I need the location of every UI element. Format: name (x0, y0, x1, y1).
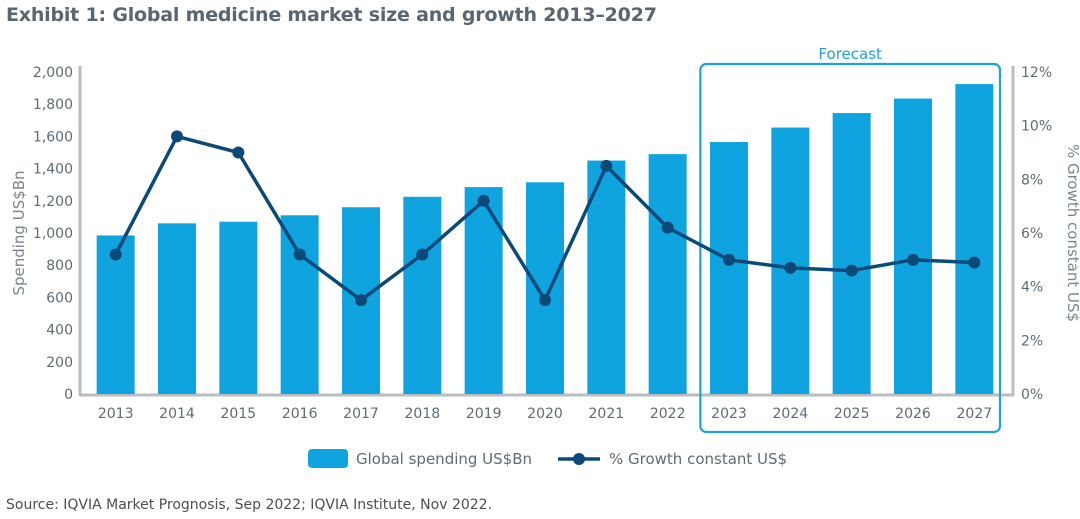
bar-2023 (710, 142, 748, 394)
y-right-tick-label: 8% (1021, 172, 1043, 188)
legend-line-label: % Growth constant US$ (609, 450, 787, 468)
y-right-tick-label: 0% (1021, 387, 1043, 403)
y-right-tick-label: 6% (1021, 226, 1043, 242)
x-axis-ticks: 2013 2014 2015 2016 2017 2018 2019 2020 2021 2022… (98, 406, 992, 422)
legend: Global spending US$Bn % Growth constant … (308, 449, 787, 468)
x-tick-label: 2013 (98, 406, 134, 422)
bar-2014 (158, 223, 196, 394)
y-left-tick-label: 600 (46, 290, 73, 306)
y-left-tick-label: 2,000 (33, 65, 73, 81)
chart-title: Exhibit 1: Global medicine market size a… (6, 4, 657, 26)
forecast-label: Forecast (818, 45, 882, 63)
x-tick-label: 2015 (221, 406, 257, 422)
x-tick-label: 2023 (711, 406, 747, 422)
x-tick-label: 2017 (343, 406, 379, 422)
growth-point-2016 (293, 248, 306, 261)
bar-2025 (832, 113, 871, 395)
forecast-box (699, 62, 1002, 434)
growth-point-2023 (723, 253, 735, 266)
growth-point-2024 (784, 261, 797, 274)
source-note: Source: IQVIA Market Prognosis, Sep 2022… (6, 497, 493, 513)
x-tick-label: 2019 (466, 406, 502, 422)
y-right-tick-label: 10% (1021, 119, 1052, 135)
y-left-tick-label: 1,800 (33, 97, 73, 113)
growth-point-2019 (477, 194, 490, 207)
x-tick-label: 2018 (405, 406, 441, 422)
y-left-tick-label: 1,200 (33, 194, 73, 210)
y-axis-left-title: Spending US$Bn (10, 170, 28, 295)
growth-point-2013 (109, 248, 122, 261)
x-tick-label: 2020 (527, 406, 563, 422)
legend-line-marker (573, 453, 585, 465)
growth-point-2021 (600, 159, 613, 172)
growth-point-2022 (661, 221, 674, 234)
y-left-tick-label: 0 (64, 387, 73, 403)
growth-point-2026 (907, 253, 919, 266)
bar-2027 (955, 84, 994, 394)
y-left-tick-label: 1,600 (33, 129, 73, 145)
y-right-tick-label: 4% (1021, 280, 1043, 296)
x-tick-label: 2024 (773, 406, 809, 422)
bar-2024 (771, 127, 810, 395)
bar-2026 (894, 98, 932, 394)
bar-2020 (526, 182, 564, 394)
x-tick-label: 2022 (650, 406, 686, 422)
growth-point-2027 (968, 256, 981, 269)
bar-2021 (587, 160, 626, 394)
y-right-tick-label: 2% (1021, 333, 1043, 349)
bar-2018 (403, 196, 442, 394)
y-left-tick-label: 400 (46, 323, 73, 339)
bar-2019 (464, 187, 503, 394)
x-tick-label: 2014 (159, 406, 195, 422)
y-axis-right-title: % Growth constant US$ (1064, 144, 1080, 322)
bar-2016 (280, 215, 319, 394)
x-tick-label: 2026 (895, 406, 931, 422)
y-left-tick-label: 1,400 (33, 162, 73, 178)
legend-bar-swatch (308, 449, 348, 468)
y-axis-left-ticks: 0 200 400 600 800 1,000 1,200 1,400 1,600 1,800 2,… (33, 65, 73, 403)
bar-2022 (648, 154, 687, 394)
line-series (109, 130, 981, 307)
x-tick-label: 2027 (957, 406, 993, 422)
bar-2013 (96, 235, 135, 394)
x-tick-label: 2021 (589, 406, 625, 422)
growth-point-2020 (539, 294, 551, 307)
bar-series (96, 84, 994, 395)
growth-point-2015 (232, 146, 245, 159)
y-left-tick-label: 200 (46, 355, 73, 371)
growth-point-2017 (355, 294, 367, 307)
y-left-tick-label: 800 (46, 258, 73, 274)
x-tick-label: 2016 (282, 406, 318, 422)
growth-point-2014 (171, 130, 183, 143)
x-tick-label: 2025 (834, 406, 870, 422)
y-left-tick-label: 1,000 (33, 226, 73, 242)
growth-point-2018 (416, 248, 429, 261)
y-right-tick-label: 12% (1021, 65, 1052, 81)
legend-bar-label: Global spending US$Bn (356, 450, 532, 468)
y-axis-right-ticks: 0% 2% 4% 6% 8% 10% 12% (1021, 65, 1052, 403)
growth-point-2025 (845, 264, 858, 277)
bar-2015 (219, 221, 258, 394)
